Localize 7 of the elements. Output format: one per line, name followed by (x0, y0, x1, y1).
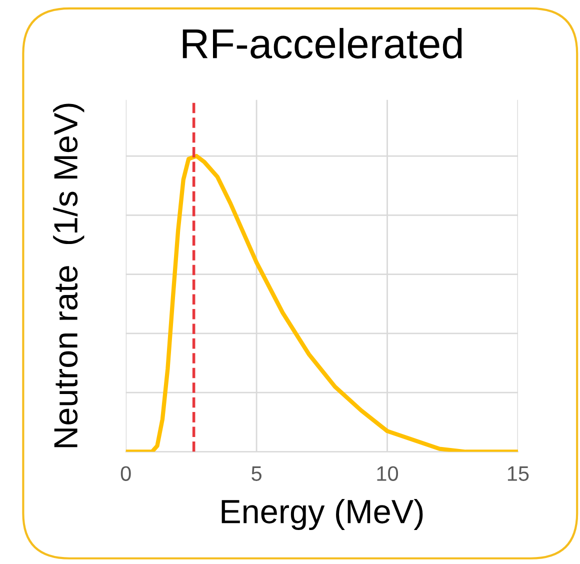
x-tick-label: 15 (508, 466, 529, 481)
y-axis-title: Neutron rate (1/s MeV) (53, 104, 84, 448)
x-tick-label: 0 (120, 466, 131, 481)
x-axis-title: Energy (MeV) (222, 498, 423, 530)
x-tick-label: 10 (377, 466, 398, 481)
x-tick-label: 5 (252, 466, 262, 481)
chart-title: RF-accelerated (182, 28, 462, 59)
